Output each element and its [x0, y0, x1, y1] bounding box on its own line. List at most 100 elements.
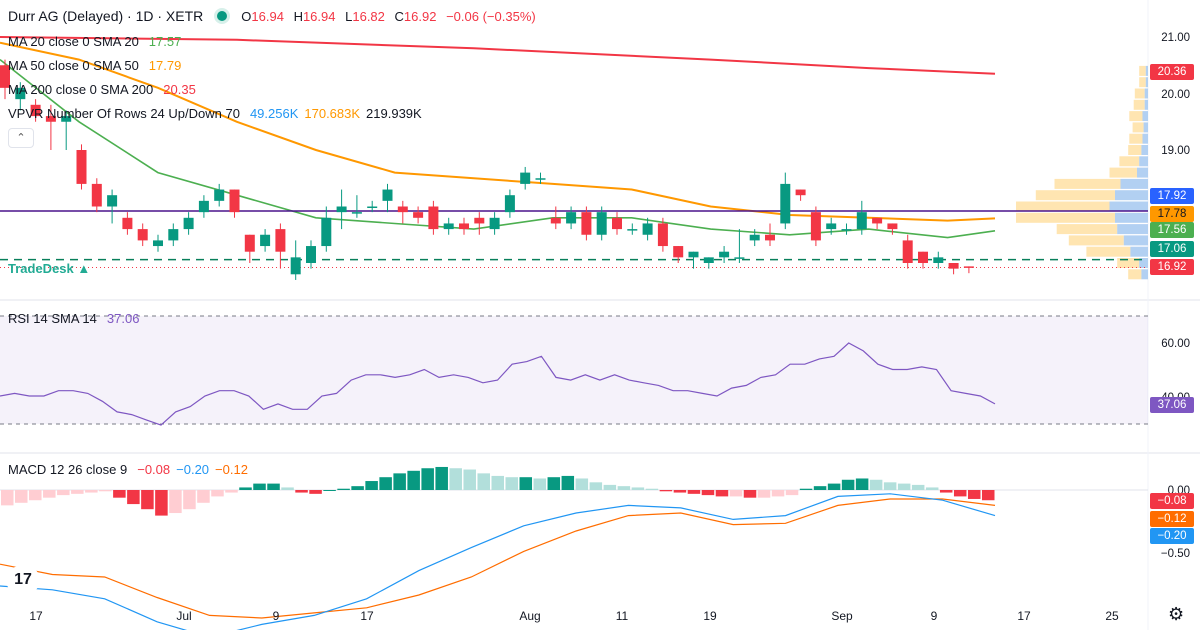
candle-body — [229, 189, 240, 213]
candle-body — [91, 183, 102, 207]
macd-hist-bar — [309, 490, 322, 494]
macd-hist-bar — [99, 490, 112, 492]
time-axis-tick: Aug — [519, 609, 540, 623]
price-axis-tick: 20.00 — [1161, 89, 1190, 101]
macd-hist-bar — [71, 490, 84, 494]
candle-body — [76, 150, 87, 184]
macd-hist-bar — [883, 482, 897, 490]
price-badge: 17.56 — [1150, 222, 1194, 238]
macd-hist-bar — [869, 479, 883, 490]
candle-body — [183, 217, 194, 230]
macd-hist-bar — [519, 477, 533, 490]
macd-hist-bar — [491, 475, 505, 490]
candle-body — [642, 223, 653, 235]
vpvr-row-down — [1134, 88, 1145, 99]
vpvr-row-up — [1123, 235, 1148, 246]
symbol-title[interactable]: Durr AG (Delayed) · 1D · XETR — [8, 8, 204, 24]
legend-ma50[interactable]: MA 50 close 0 SMA 50 17.79 — [8, 58, 182, 73]
legend-vpvr[interactable]: VPVR Number Of Rows 24 Up/Down 70 49.256… — [8, 106, 422, 121]
vpvr-row-up — [1142, 111, 1148, 122]
candle-body — [504, 195, 515, 213]
macd-hist-bar — [799, 488, 813, 490]
macd-hist-bar — [281, 487, 294, 490]
collapse-legend-button[interactable]: ⌃ — [8, 128, 34, 148]
vpvr-row-up — [1115, 190, 1148, 201]
price-badge: 17.78 — [1150, 206, 1194, 222]
macd-hist-bar — [603, 484, 617, 490]
macd-hist-bar — [379, 477, 392, 490]
macd-hist-bar — [715, 490, 729, 497]
price-axis-tick: −0.50 — [1161, 548, 1190, 560]
candle-body — [107, 195, 118, 207]
time-axis-tick: 25 — [1105, 609, 1119, 623]
macd-hist-bar — [435, 466, 448, 490]
macd-hist-bar — [421, 468, 434, 490]
vpvr-row-up — [1115, 212, 1148, 223]
macd-signal-line — [0, 498, 996, 619]
candle-body — [948, 263, 959, 269]
candle-body — [749, 234, 760, 241]
price-axis-tick: 21.00 — [1161, 32, 1190, 44]
candle-body — [673, 246, 684, 258]
macd-badge: −0.20 — [1150, 528, 1194, 544]
time-axis-tick: 9 — [931, 609, 938, 623]
vpvr-row-down — [1139, 77, 1146, 88]
macd-hist-bar — [953, 490, 967, 497]
vpvr-row-down — [1128, 145, 1142, 155]
candle-body — [321, 217, 332, 247]
candle-body — [367, 206, 378, 208]
symbol-header[interactable]: Durr AG (Delayed) · 1D · XETR O16.94 H16… — [8, 8, 542, 24]
legend-macd[interactable]: MACD 12 26 close 9 −0.08 −0.20 −0.12 — [8, 462, 248, 477]
macd-hist-bar — [897, 483, 911, 490]
macd-hist-bar — [169, 490, 182, 514]
macd-hist-bar — [183, 490, 196, 510]
candle-body — [780, 183, 791, 224]
tradedesk-label[interactable]: TradeDesk ▲ — [8, 261, 91, 276]
vpvr-row-down — [1016, 212, 1115, 223]
vpvr-row-down — [1086, 246, 1131, 257]
vpvr-row-down — [1128, 269, 1142, 280]
candle-body — [198, 200, 209, 213]
candle-body — [918, 251, 928, 263]
legend-ma200[interactable]: MA 200 close 0 SMA 200 20.35 — [8, 82, 196, 97]
ma200-line — [0, 36, 996, 75]
macd-line — [0, 493, 996, 630]
macd-hist-bar — [841, 479, 855, 490]
macd-badge: −0.12 — [1150, 511, 1194, 527]
vpvr-row-up — [1144, 88, 1148, 99]
macd-hist-bar — [827, 483, 841, 490]
rsi-pane — [0, 315, 1148, 426]
price-badge: 17.06 — [1150, 241, 1194, 257]
candle-body — [443, 223, 454, 230]
vpvr-row-down — [1016, 201, 1110, 212]
vpvr-row-up — [1139, 258, 1148, 268]
gear-icon[interactable]: ⚙ — [1168, 604, 1185, 624]
candle-body — [397, 206, 408, 213]
macd-hist-bar — [589, 482, 603, 490]
legend-ma20[interactable]: MA 20 close 0 SMA 20 17.57 — [8, 34, 182, 49]
vpvr-row-up — [1142, 133, 1148, 144]
candle-body — [336, 206, 347, 213]
macd-hist-bar — [141, 490, 154, 510]
macd-hist-bar — [813, 486, 827, 490]
candle-body — [703, 257, 714, 263]
price-axis-tick: 60.00 — [1161, 338, 1190, 350]
macd-hist-bar — [645, 488, 659, 490]
macd-hist-bar — [631, 487, 645, 490]
candle-body — [795, 189, 806, 196]
price-badge: 16.92 — [1150, 259, 1194, 275]
price-badge: 17.92 — [1150, 188, 1194, 204]
candle-body — [459, 223, 469, 230]
legend-rsi[interactable]: RSI 14 SMA 14 37.06 — [8, 311, 140, 326]
tradingview-logo[interactable]: 17 — [6, 566, 40, 594]
macd-hist-bar — [855, 478, 869, 490]
vpvr-row-down — [1035, 190, 1115, 201]
vpvr-row-down — [1119, 156, 1140, 167]
candle-body — [153, 240, 163, 247]
macd-hist-bar — [673, 490, 687, 493]
macd-hist-bar — [365, 481, 378, 490]
macd-hist-bar — [687, 490, 701, 494]
candle-body — [627, 229, 638, 231]
candle-body — [719, 251, 730, 258]
